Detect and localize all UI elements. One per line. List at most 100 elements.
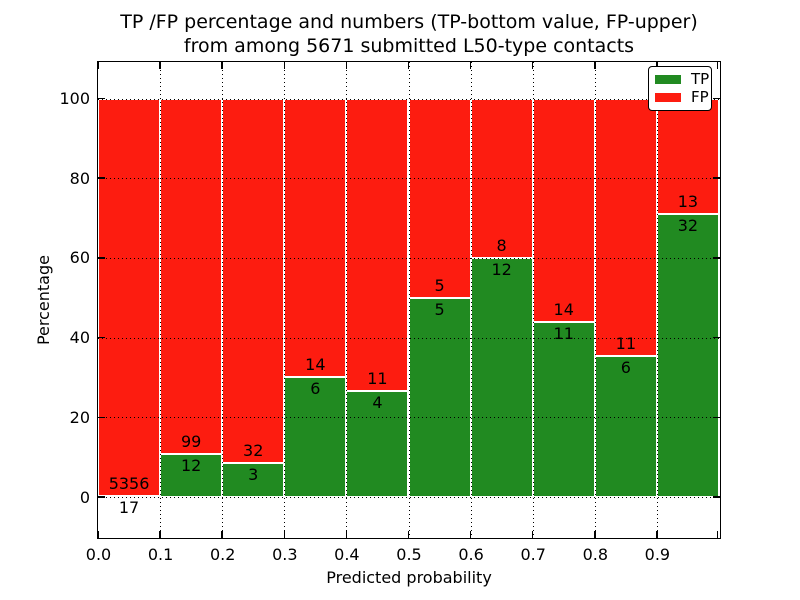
x-tick (221, 531, 223, 538)
x-axis-label: Predicted probability (326, 568, 492, 587)
legend-label-tp: TP (691, 69, 710, 88)
bar-labels-layer: 5356 17 99 12 32 3 14 6 11 4 5 5 8 12 14 11 11 6 13 32 (98, 62, 720, 538)
fp-count-label: 32 (243, 440, 264, 460)
v-gridline (160, 62, 162, 538)
legend-row-tp: TP (655, 71, 709, 87)
x-tick (159, 62, 161, 69)
tp-bar-segment (594, 356, 657, 497)
tp-count-label: 4 (372, 392, 383, 412)
legend-row-fp: FP (655, 90, 709, 105)
y-tick-label: 100 (59, 89, 90, 108)
tp-count-label: 6 (310, 379, 321, 399)
x-tick (656, 62, 658, 69)
y-tick (713, 97, 720, 100)
tp-count-label: 12 (491, 259, 512, 279)
x-tick (283, 531, 286, 538)
tick-marks-layer (97, 62, 720, 538)
y-tick (98, 416, 105, 419)
y-tick (98, 496, 105, 498)
fp-bar-segment (594, 98, 657, 357)
y-tick-label: 40 (69, 328, 90, 348)
x-tick-label: 0.2 (209, 545, 236, 564)
x-tick (531, 531, 534, 538)
tp-bar-segment (532, 321, 595, 497)
tp-count-label: 6 (620, 358, 631, 378)
y-tick (98, 177, 105, 179)
y-tick-label: 60 (69, 248, 90, 268)
y-tick (713, 177, 720, 179)
fp-count-label: 5356 (108, 473, 150, 493)
y-tick-label: 20 (69, 407, 90, 427)
v-gridline (222, 62, 224, 538)
tp-bar-segment (222, 462, 285, 497)
x-tick-label: 0.7 (520, 545, 546, 564)
fp-count-label: 13 (677, 191, 699, 211)
plot-area: 5356 17 99 12 32 3 14 6 11 4 5 5 8 12 14 11 11 6 13 32 TP F… (97, 61, 721, 539)
y-tick-label: 0 (79, 487, 90, 507)
tp-count-label: 3 (248, 464, 259, 484)
x-tick (283, 62, 286, 69)
fp-count-label: 8 (496, 235, 507, 255)
tp-count-label: 17 (118, 497, 140, 517)
x-tick (656, 531, 658, 538)
v-gridline (346, 62, 348, 538)
x-tick-label: 0.4 (334, 545, 360, 564)
tp-count-label: 5 (434, 299, 445, 319)
fp-bar-segment (532, 98, 595, 322)
tp-count-label: 32 (677, 215, 699, 235)
v-gridline (594, 62, 596, 538)
x-tick (97, 62, 99, 69)
x-tick-label: 0.8 (582, 545, 609, 564)
v-gridline (532, 62, 534, 538)
x-tick (345, 531, 348, 538)
v-gridline (408, 62, 410, 538)
x-tick-label: 0.3 (272, 545, 298, 564)
fp-count-label: 5 (434, 275, 445, 295)
y-tick (713, 336, 720, 339)
y-tick (98, 97, 105, 100)
v-gridline (284, 62, 286, 538)
fp-count-label: 11 (615, 334, 637, 354)
x-tick-label: 0.1 (147, 545, 174, 564)
x-tick (407, 62, 410, 69)
fp-bar-segment (346, 98, 409, 391)
x-tick-label: 0.0 (85, 545, 112, 564)
x-tick (345, 62, 348, 69)
tp-legend-swatch-icon (655, 74, 681, 84)
tp-count-label: 12 (180, 455, 202, 475)
x-tick-label: 0.9 (644, 545, 671, 564)
fp-count-label: 11 (367, 368, 388, 388)
y-tick (713, 416, 720, 419)
bars-layer (98, 62, 720, 538)
y-tick-label: 80 (69, 168, 90, 188)
tp-bar-segment (284, 377, 347, 497)
v-gridline (470, 62, 472, 538)
y-tick (98, 257, 105, 259)
x-tick (221, 62, 223, 69)
fp-count-label: 14 (553, 299, 574, 319)
tp-bar-segment (656, 213, 719, 497)
x-tick (594, 531, 596, 538)
x-tick-label: 0.6 (458, 545, 484, 564)
legend-label-fp: FP (691, 88, 709, 107)
y-tick (713, 257, 720, 259)
x-tick-label: 0.5 (396, 545, 422, 564)
chart-title-line2: from among 5671 submitted L50-type conta… (183, 35, 635, 57)
legend: TP FP (648, 66, 712, 111)
x-tick (716, 531, 719, 538)
x-tick (469, 531, 472, 538)
grid-layer (98, 62, 720, 538)
fp-bar-segment (98, 98, 161, 496)
y-axis-label: Percentage (34, 255, 53, 346)
tp-count-label: 11 (553, 323, 574, 343)
fp-bar-segment (284, 98, 347, 378)
x-tick (469, 62, 472, 69)
y-tick (713, 496, 720, 498)
x-tick (97, 531, 99, 538)
x-tick (407, 531, 410, 538)
chart-title: TP /FP percentage and numbers (TP-bottom… (9, 10, 800, 58)
v-gridline (656, 62, 658, 538)
fp-count-label: 14 (305, 355, 326, 375)
x-tick (531, 62, 534, 69)
